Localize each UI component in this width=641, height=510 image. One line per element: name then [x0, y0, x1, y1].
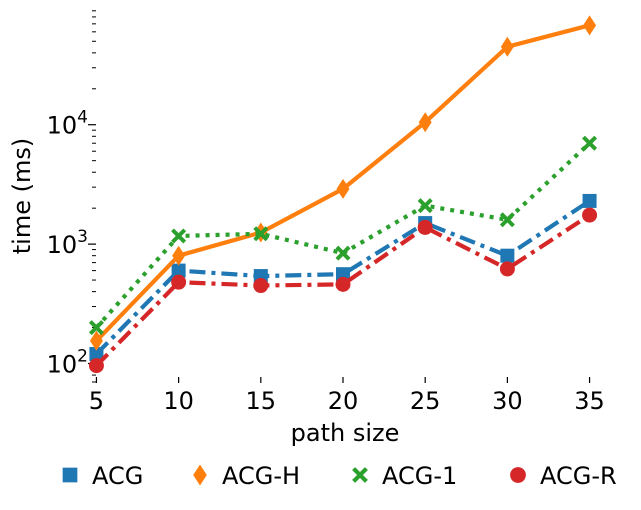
legend-marker [62, 467, 78, 483]
data-point [500, 36, 514, 57]
data-point [583, 15, 597, 36]
y-tick-label: 104 [47, 108, 88, 140]
x-axis: 5 10 15 20 25 30 35 [89, 377, 605, 415]
legend-item-acg-1: ACG-1 [352, 462, 457, 490]
y-tick-base: 10 [47, 112, 78, 140]
data-point [171, 228, 187, 244]
legend-label: ACG-R [540, 462, 617, 490]
legend-item-acg-h: ACG-H [193, 462, 300, 490]
legend-item-acg-r: ACG-R [510, 462, 617, 490]
data-point [88, 358, 104, 374]
x-tick-label: 10 [163, 387, 194, 415]
data-point [499, 261, 515, 277]
series-acg [89, 193, 597, 362]
data-point [171, 274, 187, 290]
data-point [88, 320, 104, 336]
data-point [89, 347, 104, 362]
y-tick-label: 103 [47, 227, 88, 259]
data-point [89, 330, 103, 351]
data-point [417, 198, 433, 214]
series-acg-1 [88, 135, 598, 336]
y-tick-base: 10 [47, 231, 78, 259]
legend-label: ACG [92, 462, 143, 490]
data-point [418, 112, 432, 133]
x-tick-label: 5 [89, 387, 104, 415]
legend-marker [510, 467, 526, 483]
data-point [582, 207, 598, 223]
x-tick-label: 35 [574, 387, 605, 415]
data-point [500, 248, 515, 263]
y-tick-exponent: 4 [77, 108, 88, 128]
legend-label: ACG-1 [382, 462, 457, 490]
data-point [253, 226, 269, 242]
legend: ACG ACG-H ACG-1 ACG-R [62, 462, 617, 490]
y-axis-title: time (ms) [8, 138, 36, 254]
data-point [582, 193, 597, 208]
series-acg-r [88, 207, 598, 374]
data-point [253, 278, 269, 294]
legend-item-acg: ACG [62, 462, 143, 490]
data-point [335, 245, 351, 261]
y-tick-exponent: 3 [77, 227, 88, 247]
series-acg-h [89, 15, 597, 351]
y-tick-exponent: 2 [77, 347, 88, 367]
y-tick-label: 102 [47, 347, 88, 379]
data-point [582, 135, 598, 151]
data-point [499, 212, 515, 228]
legend-marker [193, 464, 207, 486]
data-point [336, 178, 350, 199]
x-axis-title: path size [291, 419, 400, 447]
data-point [172, 245, 186, 266]
x-tick-label: 30 [492, 387, 523, 415]
legend-label: ACG-H [222, 462, 300, 490]
data-point [417, 219, 433, 235]
x-tick-label: 25 [410, 387, 441, 415]
y-tick-base: 10 [47, 351, 78, 379]
data-point [336, 267, 350, 282]
series-layer [88, 15, 598, 374]
series-line [94, 141, 591, 329]
x-tick-label: 20 [328, 387, 359, 415]
data-point [335, 276, 351, 292]
data-point [171, 263, 186, 278]
x-tick-label: 15 [246, 387, 277, 415]
legend-marker [352, 467, 368, 483]
